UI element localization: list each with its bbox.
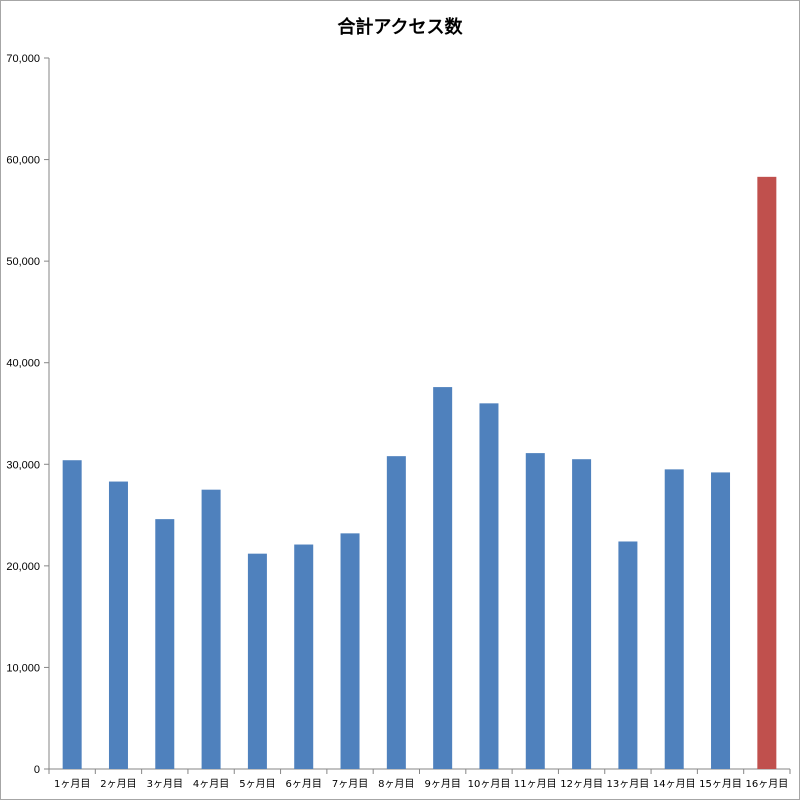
x-category-label: 7ヶ月目	[332, 778, 368, 790]
bar-11	[525, 453, 545, 769]
x-category-label: 3ヶ月目	[147, 778, 183, 790]
bar-9	[433, 387, 453, 769]
bar-15	[711, 472, 731, 769]
x-category-label: 1ヶ月目	[54, 778, 90, 790]
x-category-label: 2ヶ月目	[100, 778, 136, 790]
bar-16	[757, 176, 777, 770]
bar-3	[155, 519, 175, 769]
bar-14	[664, 469, 684, 769]
x-category-label: 10ヶ月目	[468, 778, 511, 790]
bar-12	[572, 459, 592, 769]
bar-5	[247, 553, 267, 769]
x-category-label: 4ヶ月目	[193, 778, 229, 790]
x-category-label: 9ヶ月目	[424, 778, 460, 790]
x-category-label: 8ヶ月目	[378, 778, 414, 790]
y-tick-label: 50,000	[6, 256, 40, 268]
x-category-label: 11ヶ月目	[514, 778, 557, 790]
bar-6	[294, 544, 314, 769]
y-tick-label: 40,000	[6, 358, 40, 370]
x-category-label: 5ヶ月目	[239, 778, 275, 790]
bar-1	[62, 460, 82, 769]
bar-13	[618, 541, 638, 769]
y-tick-label: 0	[34, 764, 40, 776]
bar-7	[340, 533, 360, 769]
bar-4	[201, 489, 221, 769]
y-tick-label: 70,000	[6, 53, 40, 65]
x-category-label: 14ヶ月目	[653, 778, 696, 790]
x-category-label: 12ヶ月目	[560, 778, 603, 790]
bar-8	[386, 456, 406, 769]
x-category-label: 13ヶ月目	[607, 778, 650, 790]
chart-title: 合計アクセス数	[337, 17, 463, 38]
y-tick-label: 60,000	[6, 155, 40, 167]
bar-2	[108, 481, 128, 769]
y-tick-label: 30,000	[6, 459, 40, 471]
x-category-label: 16ヶ月目	[745, 778, 788, 790]
x-category-label: 6ヶ月目	[286, 778, 322, 790]
y-tick-label: 20,000	[6, 561, 40, 573]
bar-10	[479, 403, 499, 769]
y-tick-label: 10,000	[6, 662, 40, 674]
x-category-label: 15ヶ月目	[699, 778, 742, 790]
